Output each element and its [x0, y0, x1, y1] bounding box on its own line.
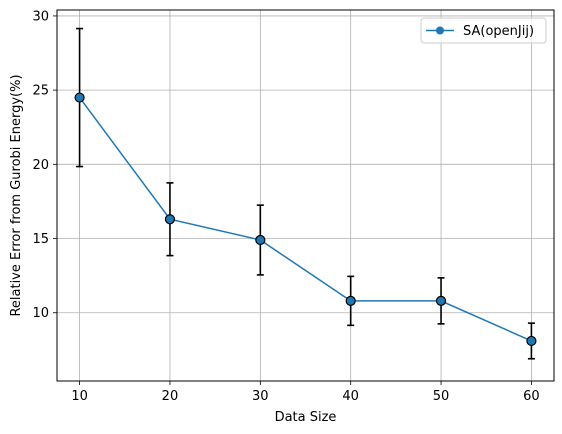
data-point	[255, 234, 266, 246]
y-tick-label: 20	[32, 158, 49, 173]
data-point	[526, 335, 537, 347]
legend: SA(openJij)	[420, 17, 547, 44]
x-tick-label: 10	[71, 389, 88, 404]
y-tick-label: 25	[32, 84, 49, 99]
y-tick-label: 15	[32, 232, 49, 247]
series-line	[78, 97, 532, 342]
y-axis-label: Relative Error from Gurobi Energy(%)	[9, 74, 24, 316]
x-tick-label: 50	[433, 389, 450, 404]
data-point	[164, 214, 176, 225]
x-tick-label: 60	[523, 389, 540, 404]
data-point	[435, 295, 447, 306]
x-tick-label: 20	[162, 389, 179, 404]
data-point	[345, 295, 356, 306]
y-tick-label: 30	[32, 9, 49, 24]
plot-frame	[56, 9, 555, 382]
x-tick-label: 30	[252, 389, 269, 404]
x-tick-label: 40	[342, 389, 359, 404]
axis-ticks: 10 20 30 40 50 60 10 15 20 25 30	[32, 9, 539, 404]
x-axis-label: Data Size	[275, 410, 337, 425]
y-tick-label: 10	[32, 306, 49, 321]
legend-label: SA(openJij)	[463, 24, 534, 39]
legend-marker-swatch	[436, 26, 444, 35]
legend-box	[420, 17, 547, 44]
grid	[57, 10, 554, 381]
data-point	[74, 92, 85, 103]
plot-series	[74, 27, 537, 360]
